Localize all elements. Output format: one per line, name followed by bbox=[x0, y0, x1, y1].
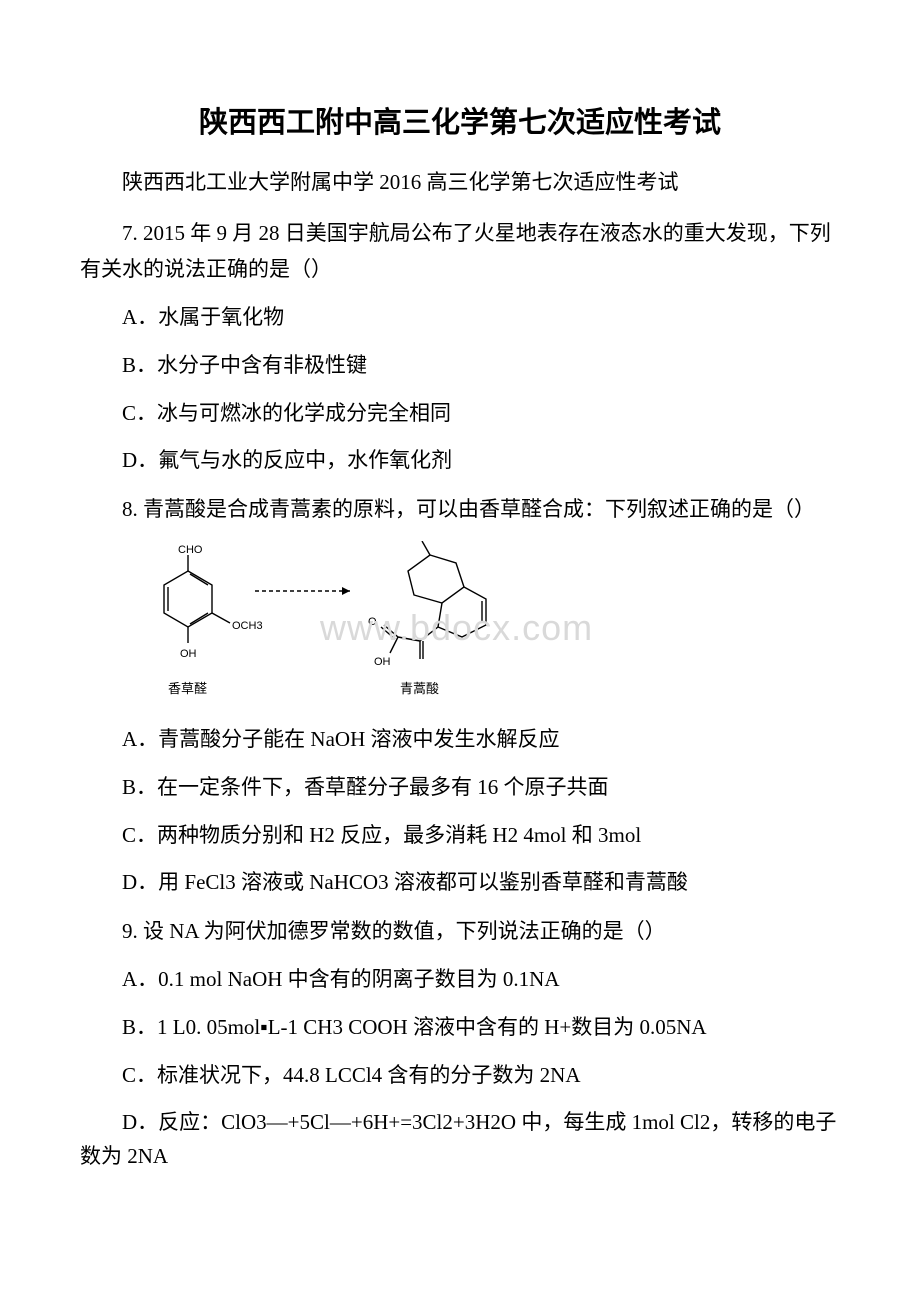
page-title: 陕西西工附中高三化学第七次适应性考试 bbox=[80, 100, 840, 146]
question-9-option-d: D．反应：ClO3—+5Cl—+6H+=3Cl2+3H2O 中，每生成 1mol… bbox=[80, 1106, 840, 1173]
molecule-svg: CHO OCH3 OH O OH bbox=[150, 541, 580, 696]
question-8-option-b: B．在一定条件下，香草醛分子最多有 16 个原子共面 bbox=[80, 771, 840, 805]
question-7-option-a: A．水属于氧化物 bbox=[80, 301, 840, 335]
question-7-option-d: D．氟气与水的反应中，水作氧化剂 bbox=[80, 444, 840, 478]
question-8-stem: 8. 青蒿酸是合成青蒿素的原料，可以由香草醛合成：下列叙述正确的是（） bbox=[80, 492, 840, 528]
question-9-stem: 9. 设 NA 为阿伏加德罗常数的数值，下列说法正确的是（） bbox=[80, 914, 840, 950]
question-9-option-b: B．1 L0. 05mol▪L-1 CH3 COOH 溶液中含有的 H+数目为 … bbox=[80, 1011, 840, 1045]
question-9-option-a: A．0.1 mol NaOH 中含有的阴离子数目为 0.1NA bbox=[80, 963, 840, 997]
cho-label: CHO bbox=[178, 544, 203, 556]
question-8-option-d: D．用 FeCl3 溶液或 NaHCO3 溶液都可以鉴别香草醛和青蒿酸 bbox=[80, 866, 840, 900]
question-9-option-c: C．标准状况下，44.8 LCCl4 含有的分子数为 2NA bbox=[80, 1059, 840, 1093]
question-7-option-c: C．冰与可燃冰的化学成分完全相同 bbox=[80, 397, 840, 431]
chemistry-diagram: CHO OCH3 OH O OH bbox=[150, 541, 580, 711]
oh-right-label: OH bbox=[374, 656, 391, 668]
page-subtitle: 陕西西北工业大学附属中学 2016 高三化学第七次适应性考试 bbox=[80, 166, 840, 200]
artemisinic-acid-label: 青蒿酸 bbox=[400, 679, 439, 700]
question-8-option-c: C．两种物质分别和 H2 反应，最多消耗 H2 4mol 和 3mol bbox=[80, 819, 840, 853]
question-7-stem: 7. 2015 年 9 月 28 日美国宇航局公布了火星地表存在液态水的重大发现… bbox=[80, 216, 840, 287]
o-label: O bbox=[368, 616, 377, 628]
vanillin-label: 香草醛 bbox=[168, 679, 207, 700]
question-8-option-a: A．青蒿酸分子能在 NaOH 溶液中发生水解反应 bbox=[80, 723, 840, 757]
question-7-option-b: B．水分子中含有非极性键 bbox=[80, 349, 840, 383]
oh-label: OH bbox=[180, 648, 197, 660]
och3-label: OCH3 bbox=[232, 620, 263, 632]
